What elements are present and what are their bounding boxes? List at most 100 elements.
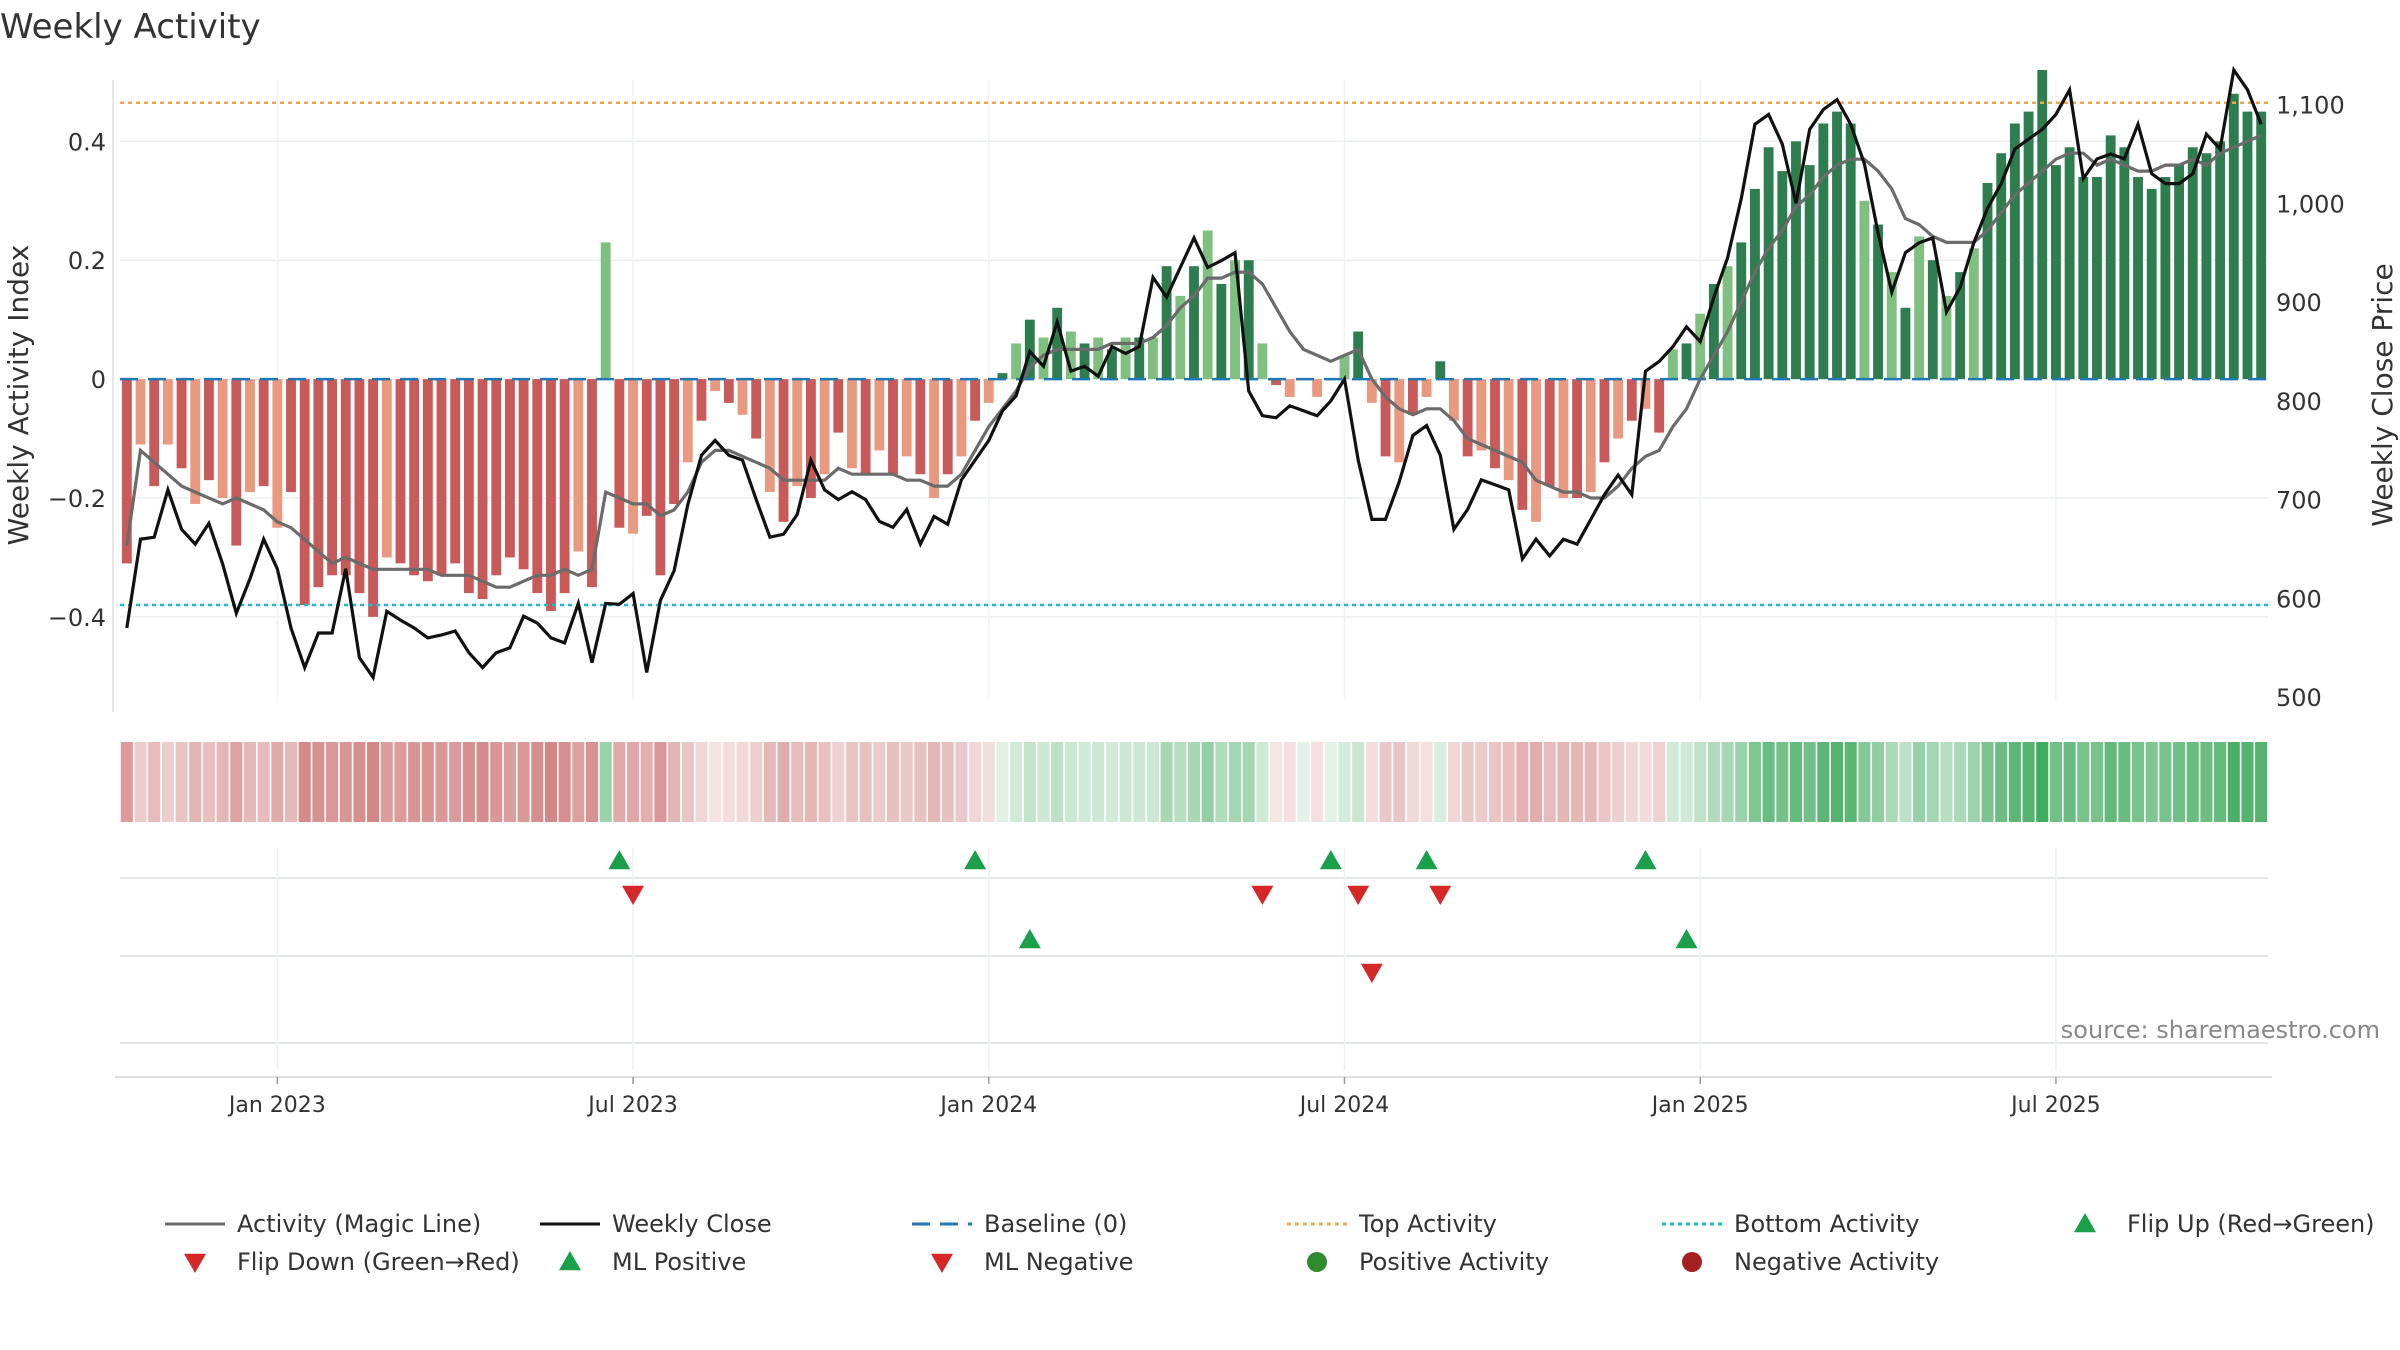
activity-bar	[327, 379, 337, 576]
activity-bar	[559, 379, 570, 594]
strip-cell	[243, 742, 257, 822]
activity-bar	[1476, 379, 1487, 451]
legend-label: Top Activity	[1358, 1210, 1497, 1238]
activity-bar	[1271, 379, 1282, 386]
strip-cell	[408, 742, 421, 822]
strip-cell	[941, 742, 954, 822]
reference-lines	[120, 101, 2268, 607]
strip-cell	[2131, 742, 2145, 822]
activity-bar	[2256, 111, 2267, 380]
strip-cell	[531, 742, 544, 822]
flip-up-marker	[608, 850, 631, 870]
strip-cell	[1598, 742, 1611, 822]
strip-cell	[1146, 742, 1159, 822]
activity-bar	[737, 379, 748, 415]
strip-cell	[2104, 742, 2117, 822]
strip-cell	[1885, 742, 1898, 822]
activity-bar	[532, 379, 543, 594]
activity-bar	[942, 379, 953, 475]
strip-cell	[1981, 742, 1994, 822]
activity-bar	[1681, 343, 1692, 380]
activity-bar	[1941, 295, 1952, 380]
strip-cell	[1256, 742, 1269, 822]
flip-up-marker	[1634, 850, 1657, 870]
strip-cell	[1639, 742, 1652, 822]
activity-bar	[1558, 379, 1569, 498]
activity-bar	[1886, 272, 1897, 380]
activity-bar	[436, 379, 447, 576]
activity-bar	[1284, 379, 1295, 397]
strip-cell	[982, 742, 995, 822]
activity-bar	[381, 379, 392, 558]
source-note: source: sharemaestro.com	[2061, 1016, 2380, 1044]
activity-bar	[299, 379, 310, 605]
activity-bar	[682, 379, 693, 463]
strip-cell	[859, 742, 872, 822]
activity-bar	[956, 379, 967, 457]
strip-cell	[928, 742, 941, 822]
axes: −0.4 −0.2 0 0.2 0.4 500 600 700 800 900 1,000 1,100	[48, 80, 2345, 712]
activity-bar	[805, 379, 816, 498]
activity-bar	[1366, 379, 1377, 403]
activity-bar	[1845, 123, 1856, 380]
activity-bar	[1968, 248, 1979, 380]
strip-cell	[1338, 742, 1351, 822]
legend: Activity (Magic Line) Weekly Close Baselin…	[165, 1210, 2375, 1276]
strip-cell	[1707, 742, 1720, 822]
x-tick-label: Jul 2023	[586, 1093, 678, 1118]
activity-bar	[1804, 165, 1815, 380]
activity-bar	[1216, 284, 1227, 380]
legend-swatch	[184, 1253, 206, 1273]
strip-cell	[1913, 742, 1926, 822]
right-tick-label: 900	[2276, 289, 2322, 317]
activity-bar	[1202, 230, 1213, 380]
strip-cell	[2022, 742, 2035, 822]
activity-bar	[2078, 177, 2089, 380]
strip-cell	[189, 742, 202, 822]
x-tick-label: Jan 2024	[938, 1093, 1037, 1118]
activity-bar	[1312, 379, 1323, 397]
strip-cell	[1037, 742, 1050, 822]
strip-cell	[1434, 742, 1447, 822]
activity-bar	[286, 379, 296, 493]
strip-cell	[1694, 742, 1707, 822]
x-axis: Jan 2023 Jul 2023 Jan 2024 Jul 2024 Jan 2025…	[227, 1077, 2101, 1118]
strip-cell	[1215, 742, 1228, 822]
strip-cell	[1612, 742, 1625, 822]
activity-bar	[546, 379, 556, 611]
flip-up-marker	[964, 850, 987, 870]
strip-cell	[449, 742, 462, 822]
legend-item: Bottom Activity	[1662, 1210, 1919, 1238]
strip-cell	[736, 742, 749, 822]
activity-bar	[778, 379, 789, 522]
activity-bar	[313, 379, 324, 588]
strip-cell	[2077, 742, 2090, 822]
activity-bar	[1818, 123, 1829, 380]
strip-cell	[722, 742, 735, 822]
strip-cell	[1995, 742, 2008, 822]
activity-bar	[1708, 284, 1719, 380]
flip-up-marker	[1319, 850, 1342, 870]
strip-cell	[216, 742, 229, 822]
x-tick-label: Jan 2025	[1650, 1093, 1749, 1118]
legend-label: ML Negative	[984, 1248, 1133, 1276]
activity-bar	[1873, 224, 1884, 380]
strip-cell	[230, 742, 243, 822]
strip-cell	[462, 742, 475, 822]
legend-swatch	[931, 1253, 953, 1273]
strip-cell	[161, 742, 174, 822]
activity-bar	[1736, 242, 1747, 380]
strip-cell	[572, 742, 585, 822]
legend-label: Baseline (0)	[984, 1210, 1127, 1238]
strip-cell	[2173, 742, 2186, 822]
activity-bar	[1900, 307, 1911, 380]
strip-cell	[763, 742, 776, 822]
strip-cell	[599, 742, 612, 822]
strip-cell	[627, 742, 640, 822]
right-tick-label: 1,000	[2276, 190, 2345, 218]
strip-cell	[339, 742, 352, 822]
left-axis-label: Weekly Activity Index	[2, 245, 35, 546]
strip-cell	[1666, 742, 1679, 822]
activity-bar	[422, 379, 433, 582]
activity-bar	[2201, 153, 2212, 380]
